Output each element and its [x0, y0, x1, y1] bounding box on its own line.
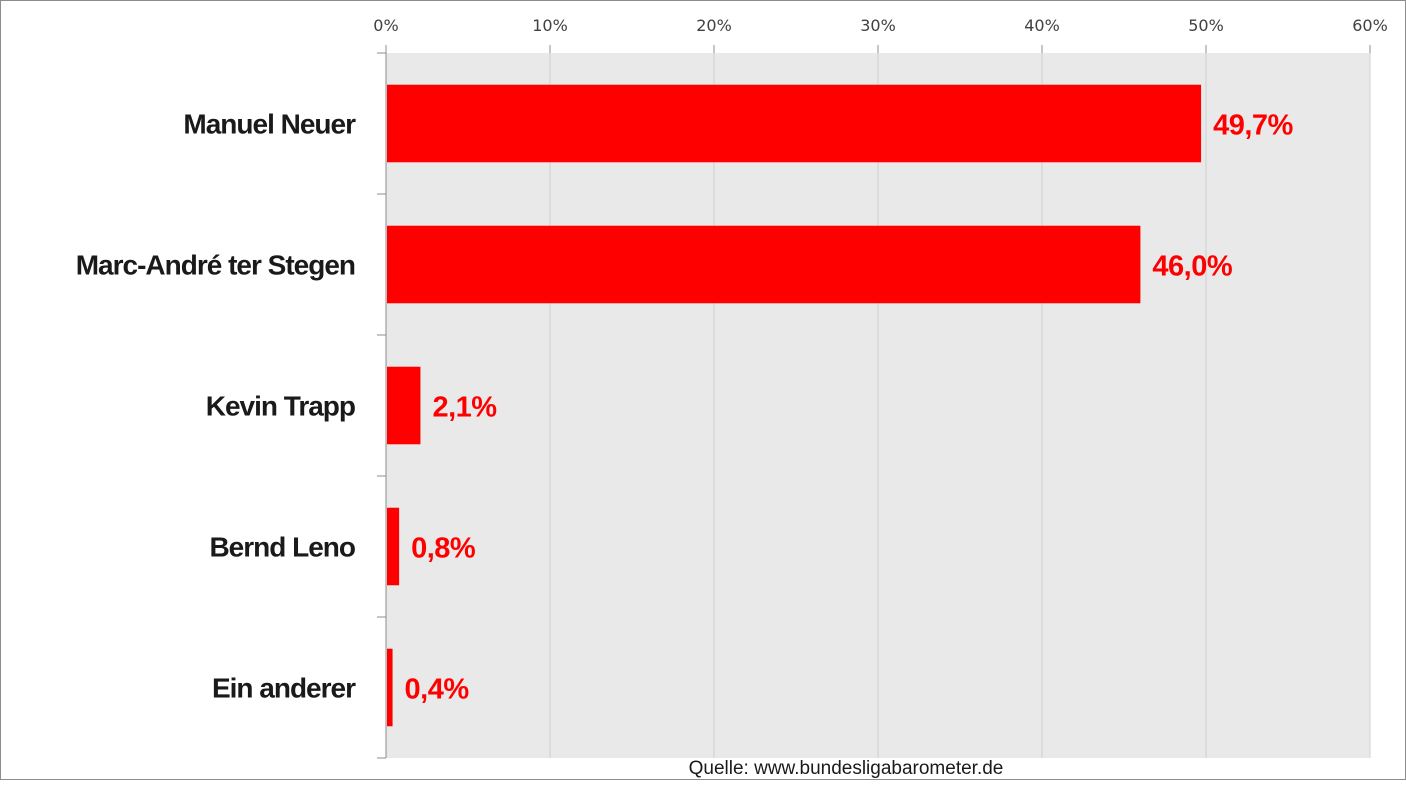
x-tick-label: 0% [373, 16, 398, 35]
bar [387, 366, 421, 445]
bar [387, 507, 400, 586]
data-label: 0,8% [411, 533, 476, 565]
data-label: 49,7% [1213, 110, 1293, 142]
x-tick-label: 50% [1188, 16, 1224, 35]
gridlines [549, 53, 1371, 758]
bar [387, 225, 1141, 304]
data-label: 0,4% [405, 674, 470, 706]
x-tick-label: 40% [1024, 16, 1060, 35]
data-label: 46,0% [1152, 251, 1232, 283]
data-label: 2,1% [432, 392, 497, 424]
category-label: Bernd Leno [209, 532, 355, 563]
axes [377, 45, 1371, 759]
data-labels: 49,7% 46,0% 2,1% 0,8% 0,4% [405, 110, 1294, 706]
bar [387, 648, 393, 727]
x-tick-label: 30% [860, 16, 896, 35]
category-label: Manuel Neuer [183, 109, 356, 140]
category-label: Ein anderer [212, 673, 356, 704]
x-tick-labels: 0% 10% 20% 30% 40% 50% 60% [373, 16, 1387, 35]
category-label: Kevin Trapp [206, 391, 355, 422]
x-tick-label: 60% [1352, 16, 1388, 35]
source-note: Quelle: www.bundesligabarometer.de [689, 758, 1004, 779]
category-labels: Manuel Neuer Marc-André ter Stegen Kevin T… [76, 109, 357, 704]
x-tick-label: 20% [696, 16, 732, 35]
x-tick-label: 10% [532, 16, 568, 35]
bars [387, 84, 1202, 727]
bar [387, 84, 1202, 163]
category-label: Marc-André ter Stegen [76, 250, 355, 281]
